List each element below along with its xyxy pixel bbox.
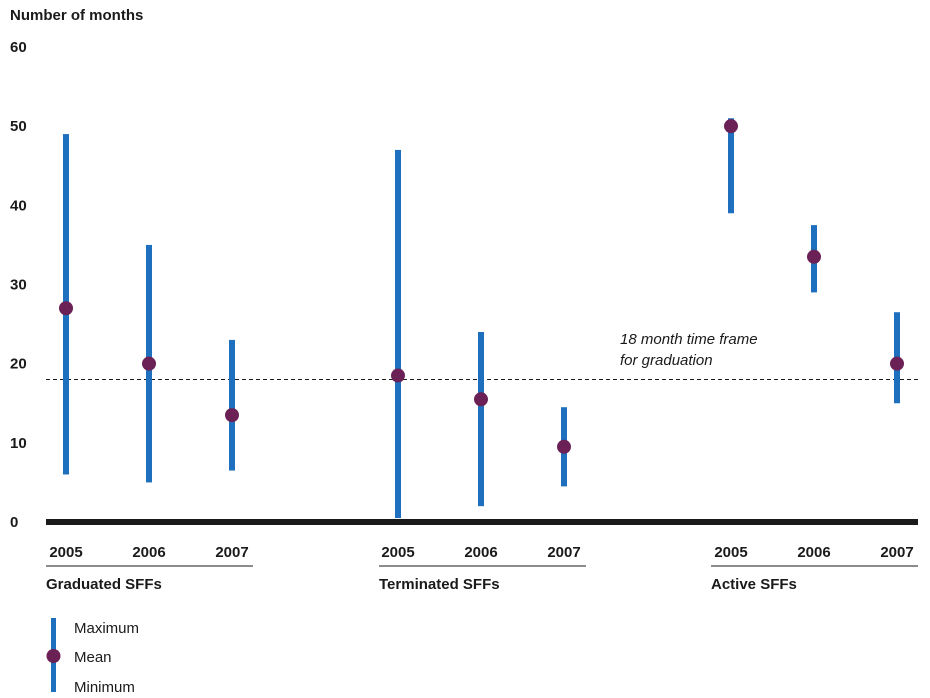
x-tick-label: 2005 [49, 544, 82, 561]
y-tick-label: 60 [10, 39, 27, 56]
mean-dot [391, 368, 405, 383]
x-tick-label: 2007 [880, 544, 913, 561]
mean-dot [724, 119, 738, 134]
mean-dot [474, 392, 488, 407]
mean-dot [557, 439, 571, 454]
mean-dot [59, 301, 73, 316]
x-tick-label: 2006 [464, 544, 497, 561]
reference-line-label-2: for graduation [620, 352, 713, 369]
group-label: Active SFFs [711, 576, 797, 593]
y-axis-title: Number of months [10, 7, 144, 24]
x-tick-label: 2006 [797, 544, 830, 561]
y-tick-label: 40 [10, 197, 27, 214]
x-tick-label: 2005 [381, 544, 414, 561]
mean-dot [807, 249, 821, 264]
range-bar [728, 118, 734, 214]
reference-line-label-1: 18 month time frame [620, 331, 758, 348]
range-bar [395, 149, 401, 519]
range-bars [59, 118, 904, 519]
y-tick-label: 0 [10, 514, 18, 531]
range-bar [229, 339, 235, 471]
mean-dot [890, 356, 904, 371]
x-axis-labels: 2005 2006 2007 Graduated SFFs 2005 2006 2007 Te… [46, 544, 918, 593]
legend-maximum: Maximum [74, 620, 139, 637]
y-tick-label: 20 [10, 356, 27, 373]
legend-mean-dot-icon [46, 649, 61, 663]
x-tick-label: 2007 [547, 544, 580, 561]
mean-dot [225, 408, 239, 423]
x-tick-label: 2006 [132, 544, 165, 561]
y-tick-label: 10 [10, 435, 27, 452]
mean-dot [142, 356, 156, 371]
group-label: Terminated SFFs [379, 576, 500, 593]
y-ticks: 0 10 20 30 40 50 60 [10, 39, 27, 531]
group-label: Graduated SFFs [46, 576, 162, 593]
x-tick-label: 2007 [215, 544, 248, 561]
legend-mean: Mean [74, 649, 112, 666]
y-tick-label: 30 [10, 277, 27, 294]
legend: Maximum Mean Minimum [46, 618, 139, 696]
x-tick-label: 2005 [714, 544, 747, 561]
y-tick-label: 50 [10, 118, 27, 135]
range-bar [478, 332, 484, 507]
legend-minimum: Minimum [74, 679, 135, 696]
